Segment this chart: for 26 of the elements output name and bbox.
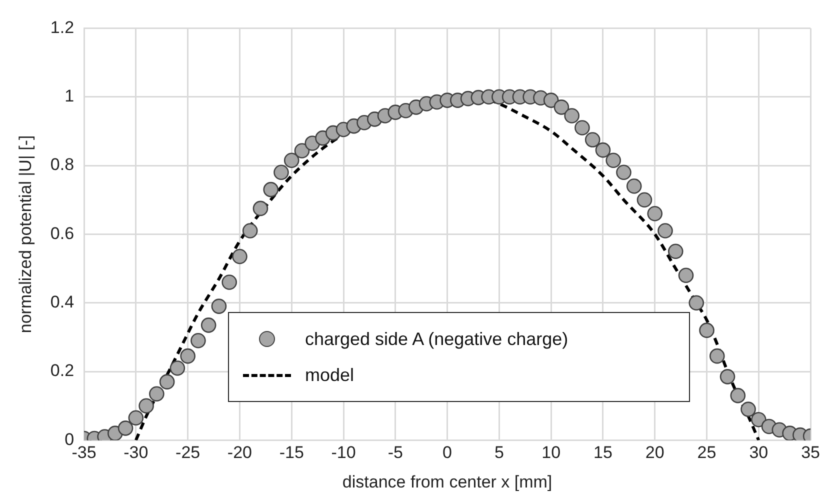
x-tick-label: 30 (749, 443, 768, 462)
x-tick-label: -5 (388, 443, 403, 462)
y-tick-label: 0.6 (50, 224, 74, 243)
x-axis-title: distance from center x [mm] (342, 472, 552, 492)
x-tick-label: 5 (494, 443, 504, 462)
x-tick-label: -25 (176, 443, 200, 462)
legend-label: model (305, 364, 354, 386)
x-tick-label: 25 (697, 443, 716, 462)
y-tick-label: 0 (64, 430, 74, 449)
legend-label: charged side A (negative charge) (305, 328, 568, 350)
x-tick-label: -10 (331, 443, 356, 462)
y-tick-label: 0.2 (50, 361, 74, 380)
y-tick-label: 0.4 (50, 292, 74, 312)
y-tick-label: 1 (64, 86, 74, 106)
x-tick-label: 0 (442, 443, 452, 462)
y-tick-label: 0.8 (50, 155, 74, 174)
x-tick-label: 15 (594, 443, 612, 462)
x-tick-label: 35 (801, 443, 820, 462)
x-tick-label: 10 (542, 443, 561, 462)
x-tick-label: -35 (72, 443, 96, 462)
y-tick-label: 1.2 (50, 18, 74, 37)
x-tick-label: -15 (279, 443, 304, 462)
y-axis-title: normalized potential |U| [-] (16, 135, 35, 334)
x-tick-label: -30 (124, 443, 148, 462)
x-tick-label: 20 (645, 443, 664, 462)
x-tick-label: -20 (227, 443, 252, 462)
